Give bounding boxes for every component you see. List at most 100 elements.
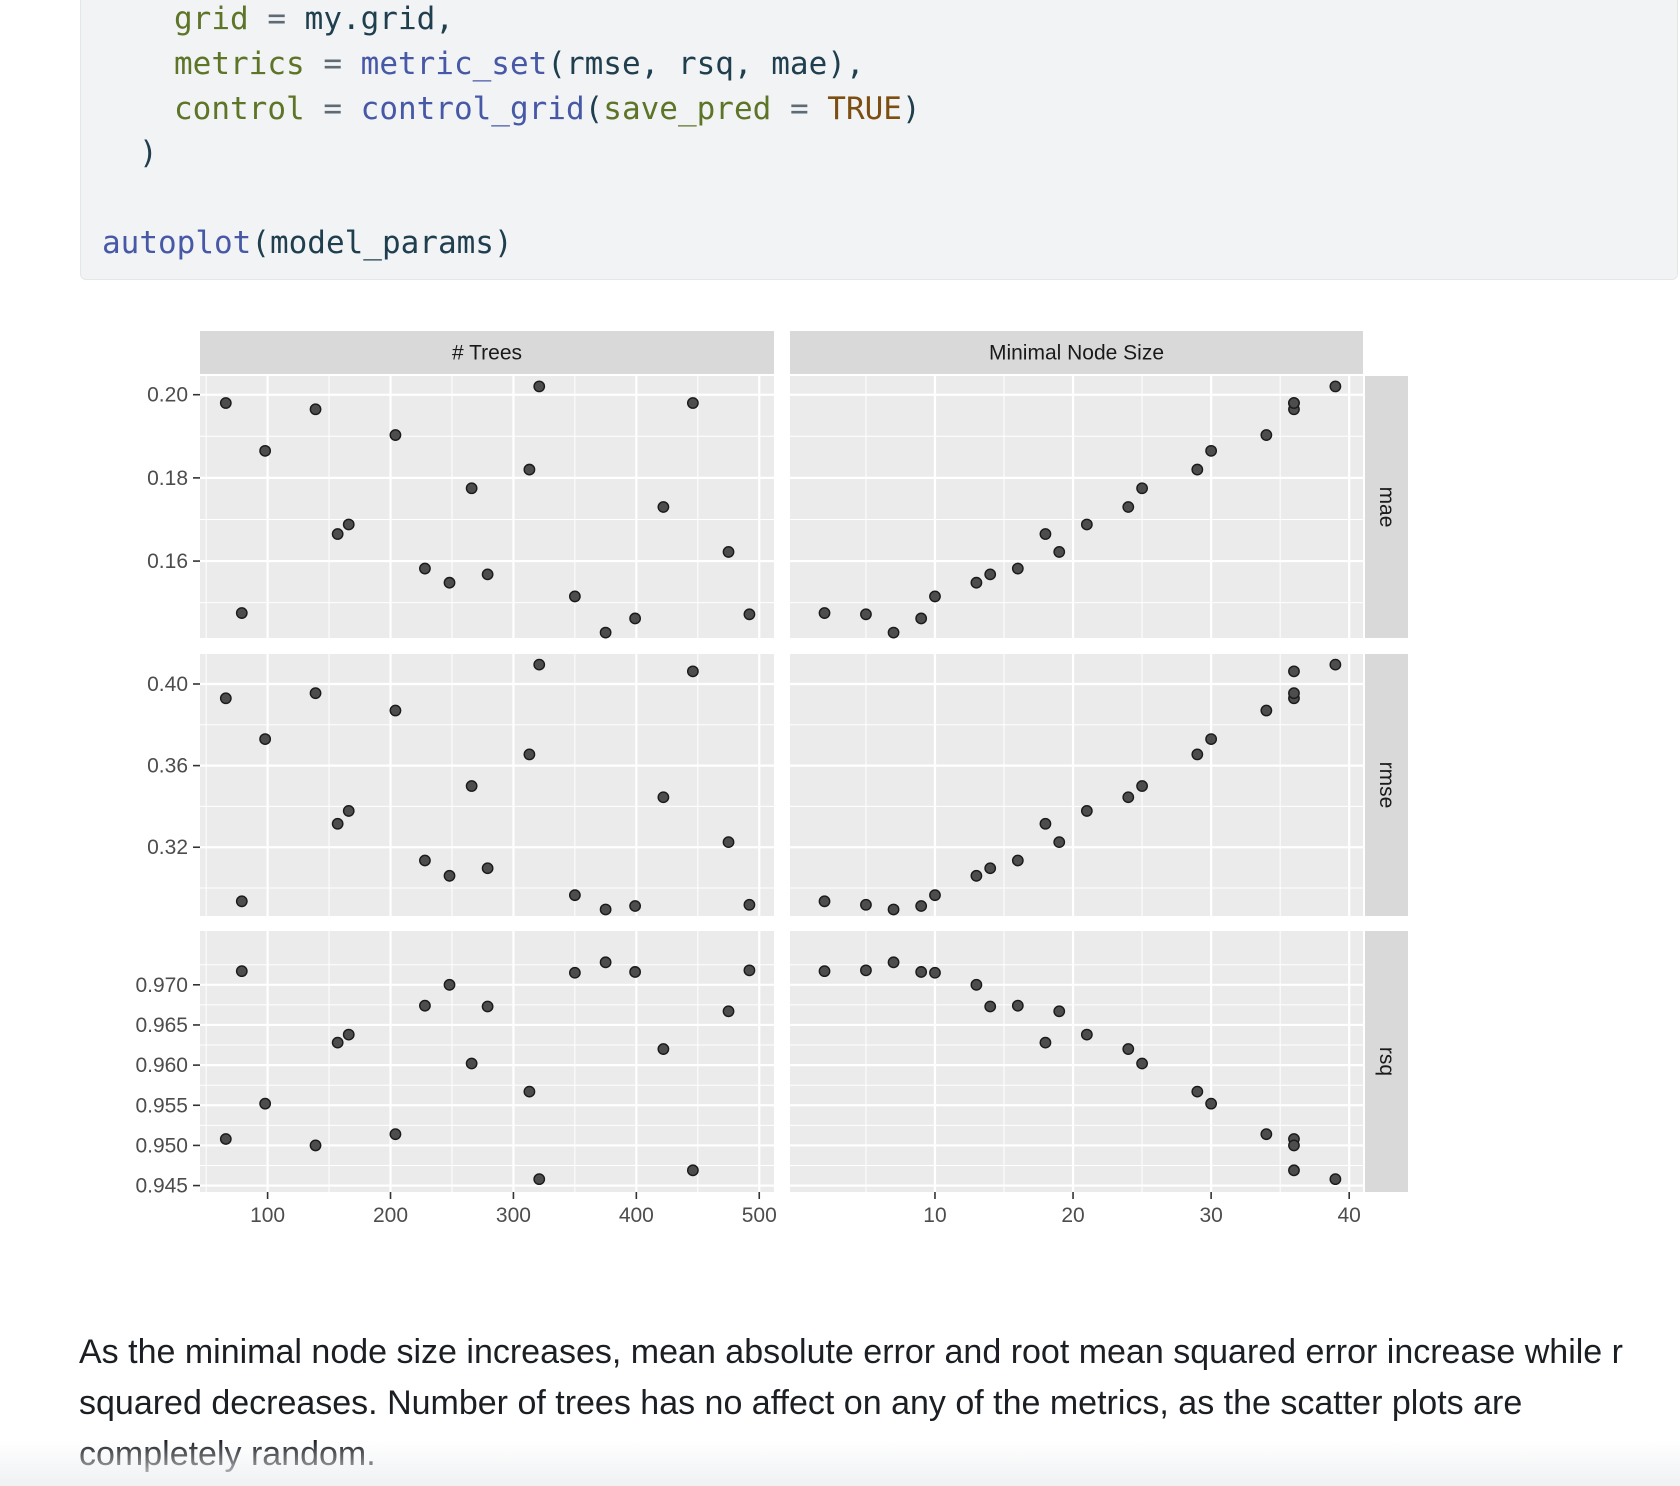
code-arg: control: [174, 91, 305, 127]
code-operator: =: [304, 91, 361, 127]
data-point: [743, 608, 756, 621]
data-point: [1053, 836, 1066, 849]
code-line-control: control = control_grid(save_pred = TRUE): [174, 91, 921, 127]
data-point: [533, 1173, 546, 1186]
data-point: [389, 1128, 402, 1141]
data-point: [629, 900, 642, 912]
y-tick-label: 0.36: [147, 755, 188, 778]
data-point: [1136, 780, 1148, 792]
code-bool: TRUE: [827, 91, 902, 127]
facet-strip: [790, 331, 1363, 374]
data-point: [443, 576, 456, 589]
y-tick-label: 0.970: [135, 974, 188, 997]
data-point: [1122, 1043, 1135, 1055]
code-line-autoplot: autoplot(model_params): [102, 225, 513, 261]
data-point: [568, 966, 581, 979]
data-point: [915, 900, 928, 912]
facet-panel: [790, 931, 1363, 1192]
data-point: [342, 1028, 355, 1041]
data-point: [481, 862, 494, 875]
data-point: [1039, 1036, 1052, 1049]
code-function: metric_set: [360, 46, 548, 82]
data-point: [1288, 1139, 1300, 1152]
facet-panel: [790, 376, 1363, 638]
facet-strip-label: mae: [1375, 487, 1398, 528]
code-args: (rmse, rsq, mae),: [547, 46, 865, 82]
data-point: [533, 380, 546, 393]
data-point: [1011, 999, 1024, 1012]
data-point: [235, 607, 248, 619]
data-point: [443, 978, 456, 991]
data-point: [1039, 817, 1052, 830]
data-point: [465, 780, 478, 792]
data-point: [722, 1005, 735, 1018]
data-point: [1136, 1057, 1148, 1070]
data-point: [259, 1097, 272, 1110]
data-point: [1039, 528, 1052, 540]
y-tick-label: 0.20: [147, 384, 188, 407]
facet-strip: [200, 331, 774, 374]
data-point: [235, 965, 248, 978]
x-tick-label: 500: [742, 1204, 777, 1227]
data-point: [331, 1036, 344, 1049]
code-value: my.grid,: [304, 1, 454, 37]
code-function: control_grid: [360, 91, 585, 127]
code-block: grid = my.grid, metrics = metric_set(rms…: [80, 0, 1678, 280]
x-tick-label: 30: [1199, 1204, 1222, 1227]
data-point: [481, 1000, 494, 1013]
facet-strip: [1365, 654, 1408, 916]
data-point: [970, 978, 983, 991]
data-point: [1191, 463, 1204, 476]
data-point: [860, 608, 872, 621]
data-point: [1080, 518, 1093, 531]
data-point: [818, 965, 831, 978]
data-point: [481, 568, 494, 581]
data-point: [309, 1139, 322, 1152]
data-point: [1080, 805, 1093, 817]
data-point: [1011, 854, 1024, 867]
data-point: [465, 482, 478, 495]
data-point: [259, 444, 272, 457]
data-point: [533, 658, 546, 671]
data-point: [419, 562, 431, 575]
facet-strip: [1365, 931, 1408, 1192]
data-point: [887, 903, 900, 916]
data-point: [1080, 1028, 1093, 1041]
data-point: [722, 546, 735, 558]
data-point: [984, 862, 997, 875]
data-point: [599, 956, 612, 969]
x-tick-label: 20: [1061, 1204, 1084, 1227]
data-point: [1053, 1005, 1066, 1018]
data-point: [929, 590, 941, 603]
data-point: [1053, 546, 1066, 558]
data-point: [599, 626, 612, 639]
x-tick-label: 300: [496, 1204, 531, 1227]
chart-svg: # Trees Minimal Node Size mae rmse rsq 0.16 0.…: [135, 331, 1408, 1227]
data-point: [1191, 748, 1204, 761]
data-point: [1288, 1164, 1300, 1177]
data-point: [342, 805, 355, 817]
facet-panel: [200, 931, 774, 1192]
facet-strip-label: rmse: [1375, 762, 1398, 809]
code-line-close: ): [139, 135, 158, 171]
data-point: [970, 576, 983, 589]
data-point: [342, 518, 355, 531]
code-paren: (: [584, 91, 604, 127]
code-line-metrics: metrics = metric_set(rmse, rsq, mae),: [174, 46, 865, 82]
data-point: [1329, 380, 1342, 393]
facet-strip-label: # Trees: [452, 342, 522, 365]
data-point: [419, 854, 431, 867]
y-tick-label: 0.32: [147, 836, 188, 859]
data-point: [657, 501, 670, 513]
code-operator: =: [771, 91, 828, 127]
data-point: [219, 397, 232, 409]
data-point: [970, 869, 983, 882]
data-point: [818, 607, 831, 619]
data-point: [1288, 397, 1300, 409]
data-point: [219, 692, 232, 705]
facet-strip: [1365, 376, 1408, 638]
code-operator: =: [304, 46, 361, 82]
code-line-grid: grid = my.grid,: [174, 1, 454, 37]
data-point: [887, 956, 900, 969]
code-arg: grid: [174, 1, 249, 37]
